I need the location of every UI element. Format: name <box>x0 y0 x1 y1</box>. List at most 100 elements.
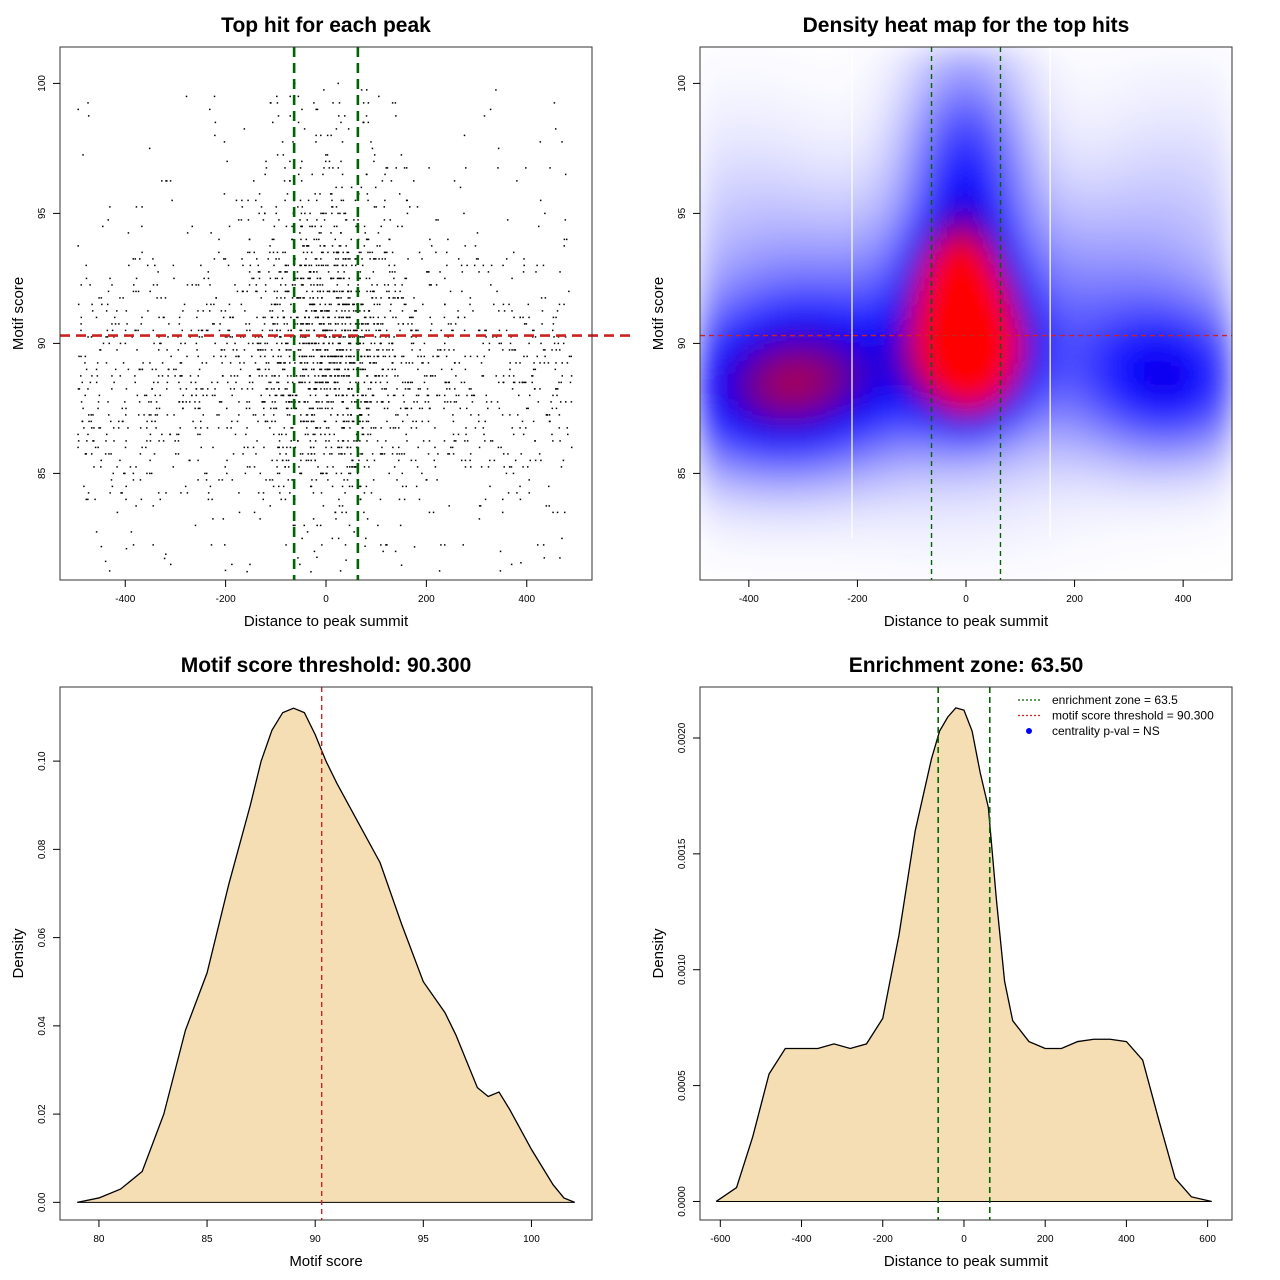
data-point <box>350 401 353 403</box>
heatmap-cell <box>965 446 980 461</box>
heatmap-cell <box>845 233 861 248</box>
data-point <box>198 401 201 403</box>
heatmap-cell <box>885 472 900 488</box>
data-point <box>238 511 241 514</box>
data-point <box>148 414 151 416</box>
data-point <box>90 420 92 423</box>
data-point <box>393 277 395 280</box>
data-point <box>197 355 199 358</box>
data-point <box>352 303 354 306</box>
heatmap-cell <box>885 299 900 314</box>
data-point <box>337 381 339 384</box>
data-point <box>80 284 82 286</box>
data-point <box>214 394 216 397</box>
heatmap-cell <box>1045 273 1060 288</box>
heatmap-cell <box>938 99 954 115</box>
data-point <box>152 258 154 260</box>
heatmap-cell <box>1005 432 1020 448</box>
data-point <box>191 225 194 228</box>
data-point <box>294 362 296 364</box>
heatmap-cell <box>1218 233 1232 248</box>
data-point <box>222 375 224 377</box>
heatmap-cell <box>978 166 994 181</box>
data-point <box>387 394 389 397</box>
heatmap-cell <box>1218 539 1232 554</box>
heatmap-cell <box>1085 459 1100 474</box>
data-point <box>270 316 273 319</box>
heatmap-cell <box>1045 392 1060 408</box>
data-point <box>337 394 340 397</box>
data-point <box>307 245 310 247</box>
data-point <box>499 570 502 572</box>
data-point <box>331 212 333 215</box>
heatmap-cell <box>766 139 781 155</box>
data-point <box>100 297 103 299</box>
heatmap-cell <box>1018 286 1033 301</box>
heatmap-cell <box>1071 219 1087 235</box>
data-point <box>388 472 390 475</box>
data-point <box>489 459 491 462</box>
heatmap-cell <box>792 419 807 434</box>
heatmap-cell <box>739 406 754 421</box>
data-point <box>334 362 336 364</box>
heatmap-cell <box>1204 446 1220 461</box>
data-point <box>275 407 277 410</box>
heatmap-cell <box>1045 446 1060 461</box>
heatmap-cell <box>832 193 847 208</box>
data-point <box>378 329 380 332</box>
data-point <box>392 316 394 319</box>
heatmap-cell <box>912 419 927 434</box>
data-point <box>400 297 403 299</box>
data-point <box>294 394 297 397</box>
data-point <box>320 323 323 325</box>
data-point <box>364 545 366 547</box>
heatmap-cell <box>752 153 767 168</box>
data-point <box>163 557 166 560</box>
heatmap-cell <box>1071 113 1087 128</box>
data-point <box>455 375 457 377</box>
heatmap-cell <box>845 259 861 275</box>
heatmap-cell <box>965 166 980 181</box>
heatmap-cell <box>726 259 741 275</box>
data-point <box>284 264 287 267</box>
heatmap-cell <box>965 73 980 88</box>
heatmap-cell <box>1098 446 1113 461</box>
data-point <box>401 310 404 312</box>
data-point <box>105 433 108 436</box>
heatmap-cell <box>992 73 1007 88</box>
data-point <box>340 446 343 449</box>
heatmap-cell <box>792 99 807 115</box>
data-point <box>105 310 108 312</box>
data-point <box>484 498 487 501</box>
heatmap-cell <box>1018 366 1033 381</box>
data-point <box>291 297 294 299</box>
x-tick-label: 200 <box>1037 1234 1054 1245</box>
heatmap-cell <box>1138 139 1153 155</box>
data-point <box>328 336 331 338</box>
data-point <box>386 167 389 169</box>
heatmap-cell <box>1218 499 1232 514</box>
heatmap-cell <box>779 552 794 568</box>
data-point <box>257 349 259 351</box>
data-point <box>566 362 569 364</box>
heatmap-cell <box>952 472 967 488</box>
heatmap-cell <box>872 99 887 115</box>
heatmap-cell <box>752 392 767 408</box>
data-point <box>299 375 302 377</box>
heatmap-cell <box>766 299 781 314</box>
data-point <box>361 394 363 397</box>
heatmap-cell <box>700 59 714 75</box>
heatmap-cell <box>965 552 980 568</box>
heatmap-cell <box>1058 233 1073 248</box>
data-point <box>285 349 288 351</box>
heatmap-cell <box>766 233 781 248</box>
heatmap-cell <box>1138 86 1153 101</box>
heatmap-cell <box>1138 366 1153 381</box>
data-point <box>276 154 279 156</box>
data-point <box>258 342 260 345</box>
data-point <box>328 316 330 319</box>
data-point <box>434 375 436 377</box>
heatmap-cell <box>965 273 980 288</box>
heatmap-cell <box>700 206 714 221</box>
data-point <box>542 349 545 351</box>
